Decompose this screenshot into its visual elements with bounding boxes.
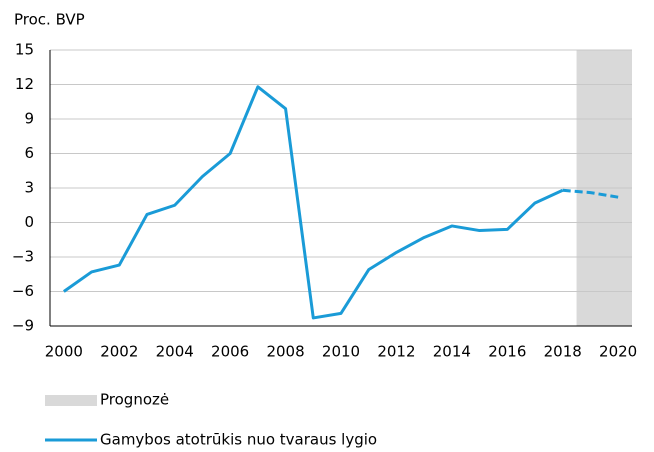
x-tick-label: 2012	[377, 343, 415, 361]
series-line	[562, 188, 619, 199]
y-tick-label: 9	[24, 110, 34, 128]
x-tick-label: 2020	[599, 343, 637, 361]
x-tick-label: 2008	[266, 343, 304, 361]
y-tick-label: 12	[15, 75, 34, 93]
x-tick-label: 2014	[433, 343, 471, 361]
x-tick-label: 2016	[488, 343, 526, 361]
legend-label: Prognozė	[100, 391, 169, 409]
y-axis-label: Proc. BVP	[14, 11, 85, 29]
y-tick-label: −9	[12, 317, 34, 335]
y-tick-label: 6	[24, 144, 34, 162]
y-tick-label: −3	[12, 248, 34, 266]
legend-swatch	[45, 395, 97, 406]
y-tick-label: 15	[15, 41, 34, 59]
x-tick-label: 2018	[544, 343, 582, 361]
x-tick-label: 2004	[156, 343, 194, 361]
y-tick-label: 0	[24, 213, 34, 231]
y-tick-label: −6	[12, 282, 34, 300]
y-tick-label: 3	[24, 179, 34, 197]
x-tick-label: 2002	[100, 343, 138, 361]
x-tick-label: 2000	[45, 343, 83, 361]
x-tick-label: 2006	[211, 343, 249, 361]
legend-label: Gamybos atotrūkis nuo tvaraus lygio	[100, 431, 377, 449]
series-line	[62, 85, 564, 320]
x-tick-label: 2010	[322, 343, 360, 361]
